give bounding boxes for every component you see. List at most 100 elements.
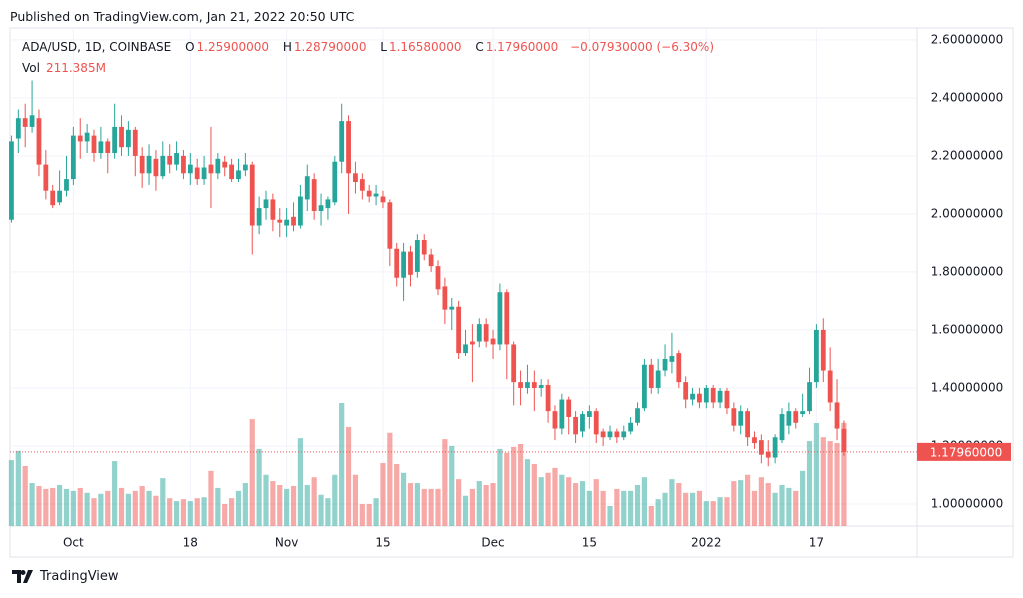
candle-body xyxy=(36,118,42,165)
volume-bar xyxy=(325,498,331,526)
legend-row: ADA/USD, 1D, COINBASE O 1.25900000 H 1.287… xyxy=(22,40,716,54)
volume-bar xyxy=(373,498,379,526)
candle-body xyxy=(683,382,689,400)
candle-body xyxy=(105,141,111,154)
volume-bar xyxy=(366,504,372,526)
volume-bar xyxy=(703,501,709,526)
candle-body xyxy=(814,329,819,383)
candle-body xyxy=(628,422,634,432)
volume-bar xyxy=(256,448,262,526)
volume-bar xyxy=(772,492,778,526)
candle-body xyxy=(676,353,682,383)
volume-bar xyxy=(36,485,42,526)
volume-bar xyxy=(751,490,758,526)
candle-body xyxy=(15,118,21,139)
x-tick-label: 2022 xyxy=(691,536,722,550)
volume-bar xyxy=(517,444,524,526)
volume-bar xyxy=(683,492,689,526)
candle-body xyxy=(800,411,806,415)
candle-body xyxy=(277,219,283,223)
volume-bar xyxy=(270,481,276,526)
last-price-tag xyxy=(917,442,1011,461)
volume-bar xyxy=(29,483,35,526)
volume-bar xyxy=(187,501,193,526)
brand-logo xyxy=(12,569,33,583)
candle-body xyxy=(249,164,255,226)
candle-body xyxy=(119,126,124,148)
published-line: Published on TradingView.com, Jan 21, 20… xyxy=(10,9,355,24)
candle-body xyxy=(160,155,166,177)
candle-body xyxy=(284,219,290,226)
x-tick-label: 17 xyxy=(809,536,824,550)
candle-body xyxy=(29,115,35,127)
volume-bar xyxy=(414,483,420,526)
candle-body xyxy=(580,414,585,432)
volume-bar xyxy=(559,474,565,526)
candle-body xyxy=(483,324,489,342)
volume-bar xyxy=(634,485,641,526)
x-tick-label: 15 xyxy=(582,536,597,550)
volume-bar xyxy=(648,505,654,526)
candle-body xyxy=(318,205,324,212)
y-tick-label: 2.00000000 xyxy=(931,206,1004,220)
candle-body xyxy=(463,344,468,354)
ohlc-key: C xyxy=(475,40,484,54)
volume-bar xyxy=(442,439,448,526)
volume-bar xyxy=(614,488,620,526)
candle-body xyxy=(194,167,200,180)
volume-bar xyxy=(180,499,187,526)
candle-body xyxy=(717,390,723,403)
candle-body xyxy=(470,341,475,345)
candle-body xyxy=(807,382,812,412)
volume-bar xyxy=(531,464,537,526)
volume-bar xyxy=(813,423,819,526)
candle-body xyxy=(236,170,241,180)
candle-body xyxy=(373,193,379,197)
candle-body xyxy=(621,431,627,438)
candle-body xyxy=(552,411,558,429)
volume-bar xyxy=(146,490,152,526)
volume-bar xyxy=(758,477,764,526)
ohlc-key: O xyxy=(185,40,195,54)
volume-bar xyxy=(462,495,469,526)
volume-bar xyxy=(800,470,806,526)
candle-body xyxy=(187,164,193,174)
candle-body xyxy=(614,431,620,438)
volume-bar xyxy=(139,485,145,526)
candle-body xyxy=(91,135,97,154)
volume-bar xyxy=(689,492,696,526)
candle-body xyxy=(332,161,338,203)
candle-body xyxy=(525,382,530,388)
volume-bar xyxy=(524,459,531,526)
candle-body xyxy=(786,411,792,426)
candle-body xyxy=(545,385,551,412)
candle-body xyxy=(311,179,317,212)
candle-body xyxy=(353,173,358,183)
volume-bar xyxy=(70,490,76,526)
volume-bar xyxy=(765,483,771,526)
candle-body xyxy=(304,176,310,200)
candle-body xyxy=(77,135,83,142)
volume-bar xyxy=(504,452,510,526)
candle-body xyxy=(139,155,145,174)
volume-bar xyxy=(297,438,303,526)
volume-legend: Vol 211.385M xyxy=(22,61,106,75)
volume-bar xyxy=(339,403,345,526)
ohlc-key: L xyxy=(380,40,387,54)
candle-body xyxy=(270,199,276,220)
volume-bar xyxy=(641,477,647,526)
y-tick-label: 1.00000000 xyxy=(931,496,1004,510)
volume-bar xyxy=(132,490,138,526)
ohlc-value: 1.28790000 xyxy=(293,40,367,54)
volume-bar xyxy=(318,494,324,526)
volume-bar xyxy=(63,488,70,526)
volume-bar xyxy=(208,470,214,526)
candle-body xyxy=(346,121,351,174)
candle-body xyxy=(181,155,186,174)
volume-bar xyxy=(545,472,551,526)
candle-body xyxy=(834,402,840,429)
volume-bar xyxy=(407,483,414,526)
candle-body xyxy=(22,118,28,127)
volume-bar xyxy=(456,479,462,526)
